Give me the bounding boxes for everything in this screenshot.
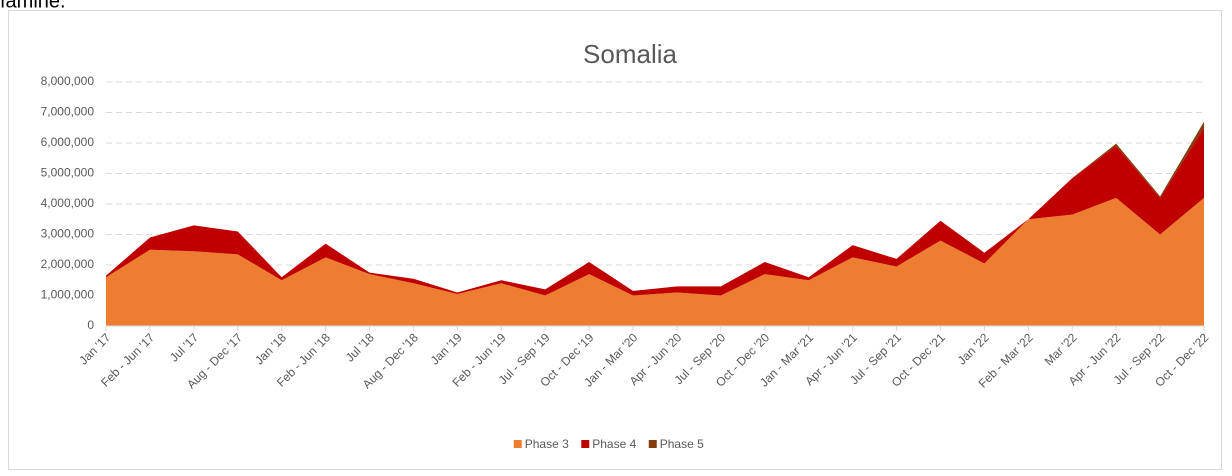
y-tick-label: 8,000,000: [41, 74, 95, 88]
y-tick-label: 0: [87, 318, 94, 332]
legend-swatch: [581, 440, 590, 448]
chart-title: Somalia: [583, 39, 677, 69]
legend-label: Phase 5: [660, 437, 704, 451]
area: [106, 197, 1204, 326]
y-tick-label: 4,000,000: [41, 196, 95, 210]
y-tick-label: 6,000,000: [41, 135, 95, 149]
y-tick-label: 7,000,000: [41, 105, 95, 119]
y-tick-label: 2,000,000: [41, 257, 95, 271]
legend-swatch: [648, 440, 657, 448]
context-text: famine.: [0, 0, 66, 12]
legend-label: Phase 4: [592, 437, 636, 451]
y-tick-label: 3,000,000: [41, 227, 95, 241]
legend-swatch: [513, 440, 522, 448]
y-tick-label: 1,000,000: [41, 288, 95, 302]
y-tick-label: 5,000,000: [41, 166, 95, 180]
legend-label: Phase 3: [525, 437, 569, 451]
